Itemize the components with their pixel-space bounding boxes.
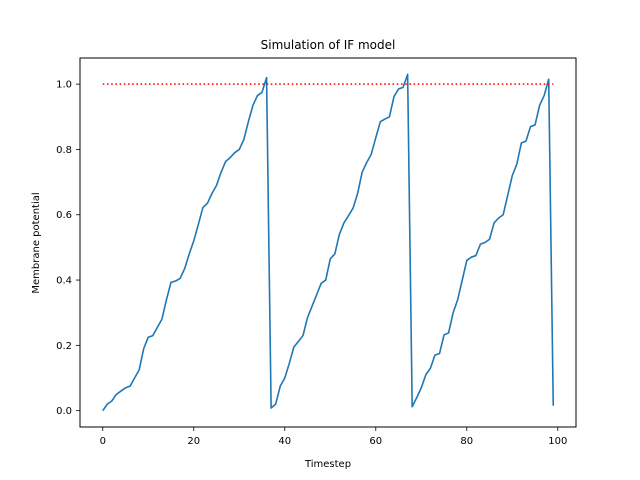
y-tick-label: 0.0 <box>56 406 72 417</box>
x-tick-label: 20 <box>187 436 200 447</box>
chart-title: Simulation of IF model <box>261 38 396 52</box>
x-tick-label: 80 <box>460 436 473 447</box>
axes-frame <box>79 57 577 428</box>
y-tick-label: 0.6 <box>56 210 72 221</box>
y-tick-label: 1.0 <box>56 80 72 91</box>
x-axis-title: Timestep <box>304 459 351 470</box>
x-tick-label: 100 <box>548 436 567 447</box>
x-tick-label: 0 <box>100 436 106 447</box>
y-tick-label: 0.8 <box>56 145 72 156</box>
x-tick-label: 40 <box>278 436 291 447</box>
x-axis: 0 20 40 60 80 100 <box>100 427 567 447</box>
y-axis-title: Membrane potential <box>31 192 42 293</box>
series-layer <box>102 73 555 412</box>
y-tick-label: 0.4 <box>56 276 72 287</box>
membrane-potential-line <box>102 73 555 412</box>
y-tick-label: 0.2 <box>56 341 72 352</box>
y-axis: 0.0 0.2 0.4 0.6 0.8 1.0 <box>56 80 80 417</box>
x-tick-label: 60 <box>369 436 382 447</box>
